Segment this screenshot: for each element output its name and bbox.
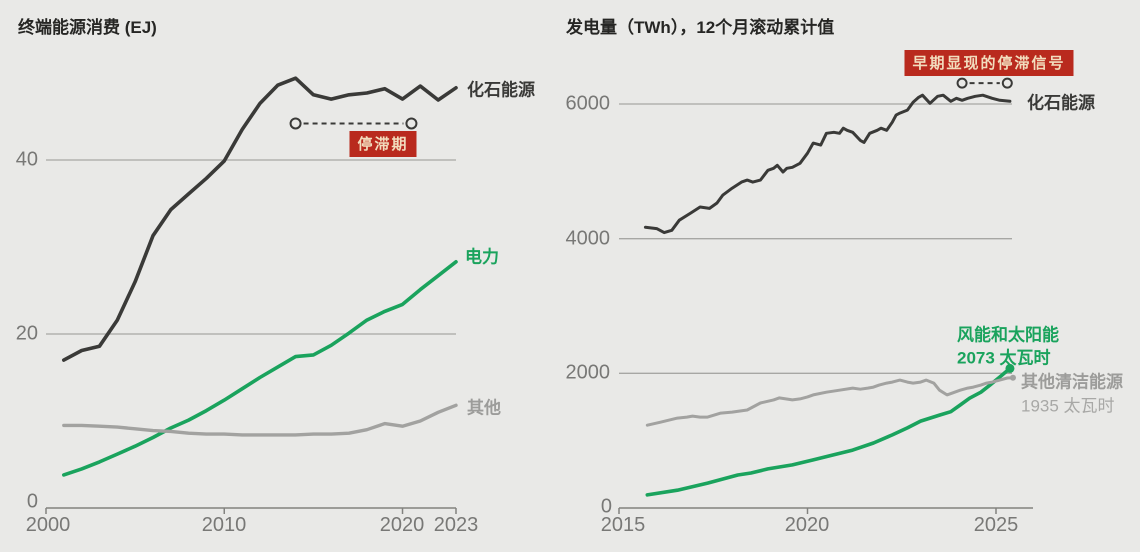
left-label-other: 其他 xyxy=(467,398,501,418)
left-xtick-2000: 2000 xyxy=(25,514,71,536)
stagnation-badge: 停滞期 xyxy=(349,131,417,157)
right-label-windsolar: 风能和太阳能 xyxy=(957,325,1059,345)
right-value-windsolar: 2073 太瓦时 xyxy=(957,348,1051,368)
right-label-fossil: 化石能源 xyxy=(1027,93,1095,113)
right-chart-title: 发电量（TWh），12个月滚动累计值 xyxy=(566,18,835,37)
left-xtick-2010: 2010 xyxy=(201,514,247,536)
left-label-electricity: 电力 xyxy=(465,247,499,267)
right-value-otherclean: 1935 太瓦时 xyxy=(1021,396,1115,416)
right-xtick-2020: 2020 xyxy=(784,514,830,536)
left-ytick-0: 0 xyxy=(26,490,38,513)
right-ytick-6000: 6000 xyxy=(565,92,611,115)
right-ytick-0: 0 xyxy=(600,495,612,518)
left-xtick-2020: 2020 xyxy=(379,514,425,536)
left-xtick-2023: 2023 xyxy=(433,514,479,536)
right-xtick-2025: 2025 xyxy=(973,514,1019,536)
left-label-fossil: 化石能源 xyxy=(467,80,535,100)
early-stagnation-badge: 早期显现的停滞信号 xyxy=(904,50,1074,76)
right-xtick-2015: 2015 xyxy=(600,514,646,536)
right-ytick-4000: 4000 xyxy=(565,227,611,250)
left-ytick-20: 20 xyxy=(15,322,38,345)
left-ytick-40: 40 xyxy=(15,148,38,171)
right-label-otherclean: 其他清洁能源 xyxy=(1021,372,1123,392)
left-chart-title: 终端能源消费 (EJ) xyxy=(18,18,157,37)
right-ytick-2000: 2000 xyxy=(565,361,611,384)
